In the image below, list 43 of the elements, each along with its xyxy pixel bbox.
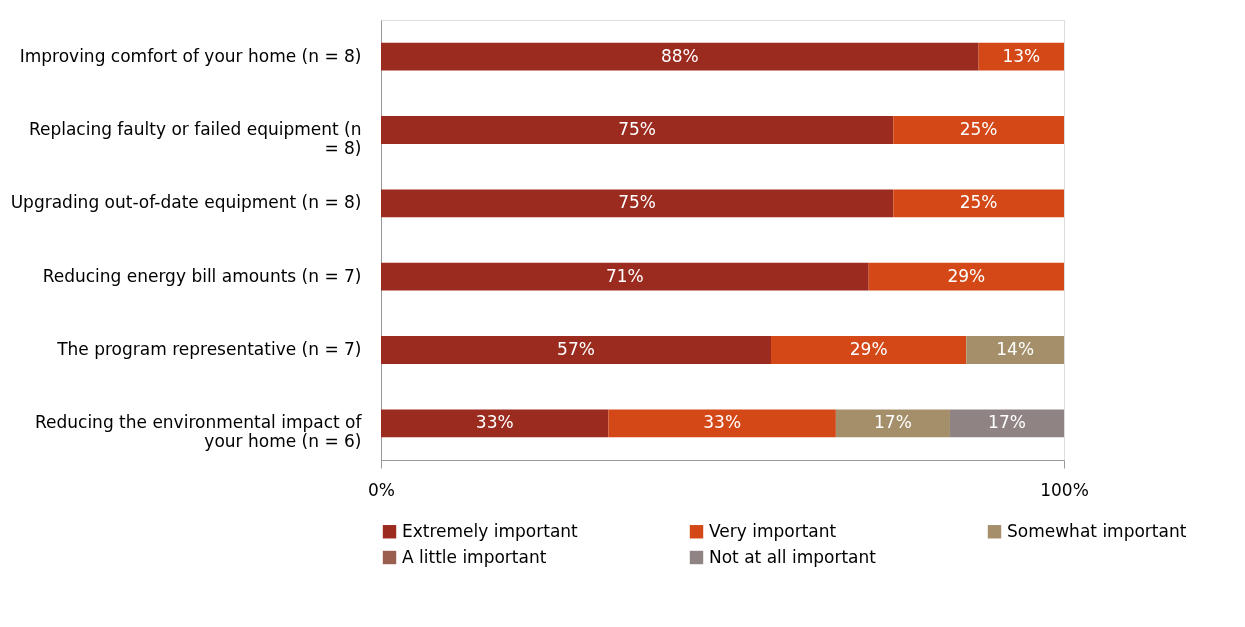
y-tick-label: Replacing faulty or failed equipment (n = 8) [28,119,362,158]
data-label: 33% [475,412,514,433]
bar [868,262,1064,291]
data-label: 25% [959,119,998,139]
legend-label: A little important [402,546,547,567]
data-label: 13% [1002,45,1041,66]
y-tick-label: Upgrading out-of-date equipment (n = 8) [10,192,362,213]
data-label: 75% [618,119,657,139]
bar [835,409,950,438]
data-label: 17% [988,412,1026,433]
data-label: 75% [618,192,657,213]
bar [381,336,771,364]
x-tick-label: 100% [1040,479,1089,500]
y-tick-label: The program representative (n = 7) [56,339,362,359]
data-label: 17% [874,412,912,433]
bar [770,336,967,364]
data-label: 57% [557,339,595,359]
x-tick-label: 0% [368,479,395,500]
bar [978,42,1064,71]
data-label: 25% [959,192,998,213]
bar [966,336,1064,364]
y-tick-label: Reducing the environmental impact of your home (n = 6) [34,412,363,452]
bar [381,42,979,71]
data-label: 29% [947,265,986,286]
legend-label: Very important [709,520,837,541]
data-label: 88% [660,45,699,66]
bar [381,116,894,144]
bar [893,189,1064,218]
y-tick-label: Reducing energy bill amounts (n = 7) [42,265,362,286]
legend-label: Not at all important [709,546,877,567]
legend-label: Somewhat important [1007,520,1187,541]
data-label: 71% [605,265,644,286]
bar [381,262,869,291]
bar [381,189,894,218]
bar [381,409,609,438]
y-tick-label: Improving comfort of your home (n = 8) [19,45,362,66]
legend-label: Extremely important [402,520,579,541]
bar [608,409,836,438]
bar [893,116,1064,144]
data-label: 33% [703,412,742,433]
data-label: 29% [849,339,888,359]
data-label: 14% [996,339,1035,359]
bar [949,409,1064,438]
